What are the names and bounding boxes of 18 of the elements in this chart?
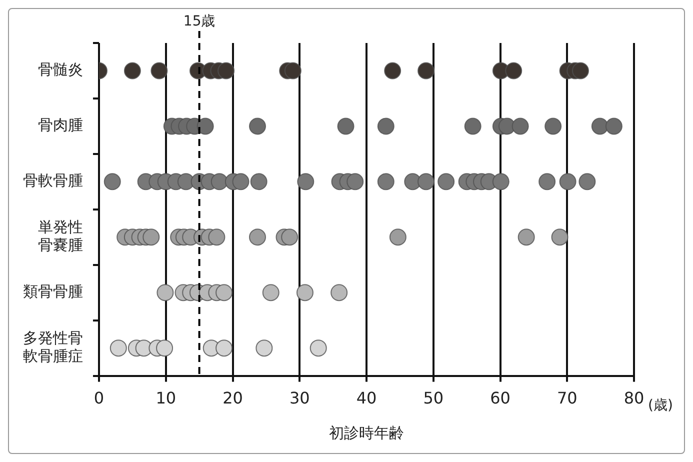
x-tick-label: 70	[556, 388, 578, 408]
y-tick-label: 骨軟骨腫	[23, 172, 83, 190]
x-tick-label: 20	[222, 388, 243, 408]
y-tick-label: 骨肉腫	[38, 116, 83, 134]
x-axis-title: 初診時年齢	[329, 424, 404, 442]
y-tick-label: 骨髄炎	[38, 60, 83, 79]
y-tick-label: 多発性骨軟骨腫症	[23, 328, 83, 365]
y-tick-label: 類骨骨腫	[23, 282, 83, 300]
x-tick-label: 60	[490, 388, 510, 408]
text: (歳)	[648, 397, 673, 414]
ref-line-label: 15歳	[183, 14, 216, 30]
x-tick-label: 0	[94, 388, 104, 408]
y-tick-label: 単発性骨嚢腫	[38, 218, 83, 254]
x-tick-label: 80	[624, 388, 644, 408]
x-tick-label: 50	[423, 388, 444, 408]
x-tick-label: 30	[289, 388, 310, 408]
x-tick-label: 40	[356, 388, 377, 408]
x-tick-label: 10	[156, 388, 176, 408]
